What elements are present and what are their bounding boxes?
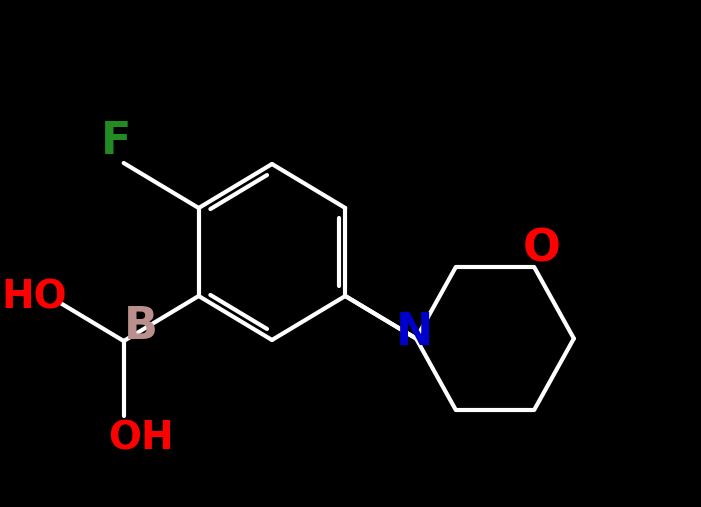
Text: N: N (395, 311, 433, 354)
Text: B: B (124, 305, 158, 347)
Text: OH: OH (108, 419, 174, 457)
Text: O: O (523, 228, 561, 271)
Text: F: F (101, 120, 131, 163)
Text: HO: HO (1, 278, 67, 316)
